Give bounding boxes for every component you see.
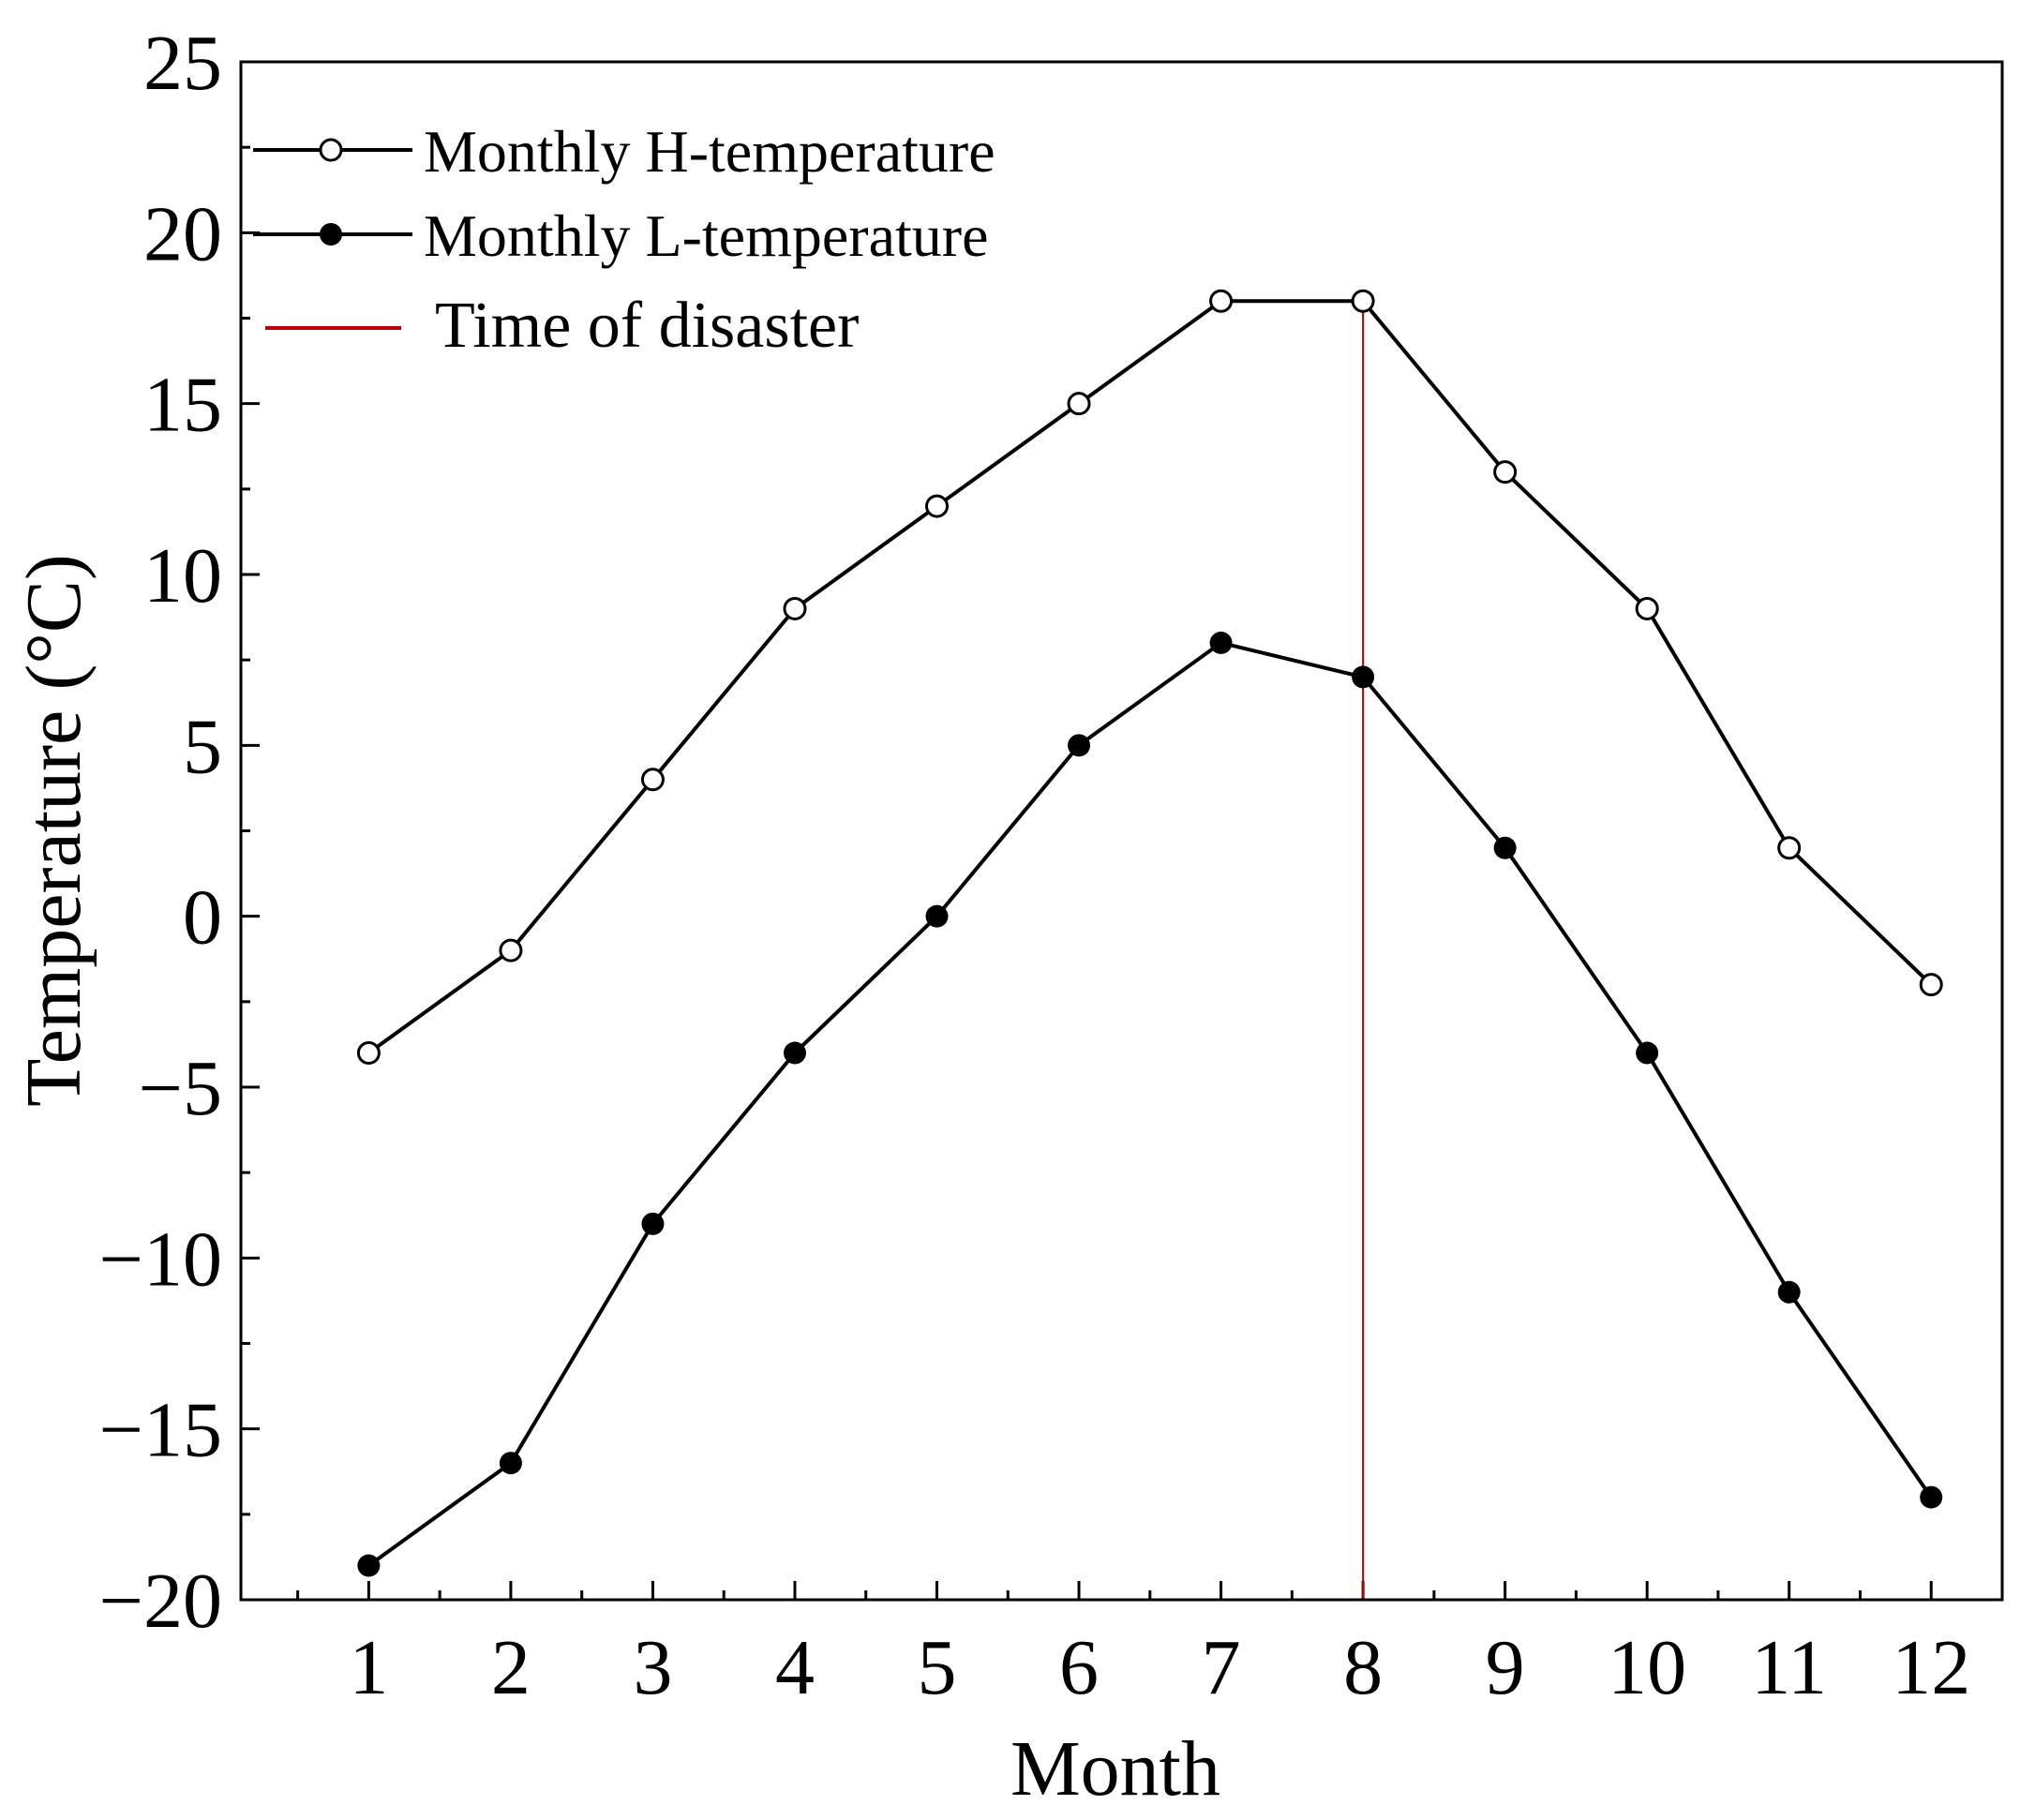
y-tick-label: 20 bbox=[143, 190, 222, 277]
data-point-h-month-6 bbox=[1067, 392, 1091, 416]
x-tick-label: 2 bbox=[491, 1624, 531, 1711]
axis-ticks bbox=[241, 60, 2004, 1602]
x-tick-label: 9 bbox=[1486, 1624, 1525, 1711]
y-axis-title: Temperature (°C) bbox=[10, 554, 97, 1107]
legend-marker-l bbox=[320, 223, 342, 246]
x-tick-label: 5 bbox=[918, 1624, 957, 1711]
y-tick-label: −5 bbox=[139, 1045, 222, 1132]
data-point-h-month-11 bbox=[1777, 836, 1802, 860]
x-tick-label: 8 bbox=[1343, 1624, 1383, 1711]
data-point-h-month-1 bbox=[356, 1041, 381, 1066]
plot-frame bbox=[239, 60, 2004, 1602]
data-point-l-month-1 bbox=[357, 1554, 381, 1577]
data-point-h-month-4 bbox=[783, 596, 807, 620]
x-tick-label: 6 bbox=[1059, 1624, 1099, 1711]
y-tick-label: 15 bbox=[143, 362, 222, 449]
legend-entry-l-temperature: Monthly L-temperature bbox=[253, 202, 988, 269]
x-tick-label: 12 bbox=[1892, 1624, 1970, 1711]
series-layer bbox=[356, 289, 1943, 1577]
series-line-h bbox=[367, 299, 1933, 1055]
series-line-l bbox=[367, 640, 1933, 1568]
data-point-h-month-3 bbox=[640, 768, 665, 792]
data-point-l-month-4 bbox=[783, 1041, 806, 1065]
data-point-h-month-5 bbox=[925, 494, 950, 518]
data-point-l-month-3 bbox=[641, 1212, 665, 1235]
data-point-l-month-10 bbox=[1636, 1041, 1659, 1065]
data-point-h-month-9 bbox=[1493, 460, 1518, 485]
x-tick-label: 11 bbox=[1751, 1624, 1827, 1711]
legend-label-l: Monthly L-temperature bbox=[424, 202, 988, 269]
y-tick-label: 10 bbox=[143, 532, 222, 619]
y-tick-label: −20 bbox=[99, 1558, 222, 1645]
y-tick-label: −15 bbox=[99, 1387, 222, 1474]
data-point-l-month-8 bbox=[1352, 665, 1375, 689]
data-point-h-month-8 bbox=[1351, 289, 1375, 313]
x-tick-label: 1 bbox=[349, 1624, 388, 1711]
data-point-l-month-2 bbox=[499, 1452, 522, 1475]
data-point-h-month-12 bbox=[1919, 973, 1943, 997]
y-tick-label: −10 bbox=[99, 1216, 222, 1303]
legend-marker-h bbox=[319, 138, 343, 162]
y-tick-label: 5 bbox=[183, 703, 222, 790]
data-point-l-month-6 bbox=[1068, 734, 1091, 757]
x-tick-label: 3 bbox=[633, 1624, 672, 1711]
x-tick-label: 10 bbox=[1608, 1624, 1686, 1711]
data-point-l-month-11 bbox=[1777, 1280, 1801, 1304]
x-tick-label: 7 bbox=[1202, 1624, 1241, 1711]
data-point-l-month-5 bbox=[925, 904, 949, 928]
x-tick-label: 4 bbox=[775, 1624, 815, 1711]
data-point-l-month-7 bbox=[1209, 631, 1233, 654]
legend-label-disaster: Time of disaster bbox=[435, 290, 859, 362]
y-tick-label: 0 bbox=[183, 874, 222, 962]
legend-entry-h-temperature: Monthly H-temperature bbox=[253, 118, 995, 185]
data-point-l-month-9 bbox=[1493, 836, 1517, 859]
legend-label-h: Monthly H-temperature bbox=[424, 118, 995, 185]
data-point-l-month-12 bbox=[1920, 1485, 1943, 1509]
y-tick-label: 25 bbox=[143, 20, 222, 107]
legend: Monthly H-temperature Monthly L-temperat… bbox=[253, 118, 995, 362]
data-point-h-month-10 bbox=[1635, 596, 1659, 620]
data-point-h-month-7 bbox=[1209, 289, 1234, 313]
x-axis-title: Month bbox=[1010, 1725, 1220, 1813]
legend-entry-disaster: Time of disaster bbox=[265, 290, 859, 362]
data-point-h-month-2 bbox=[499, 938, 523, 962]
